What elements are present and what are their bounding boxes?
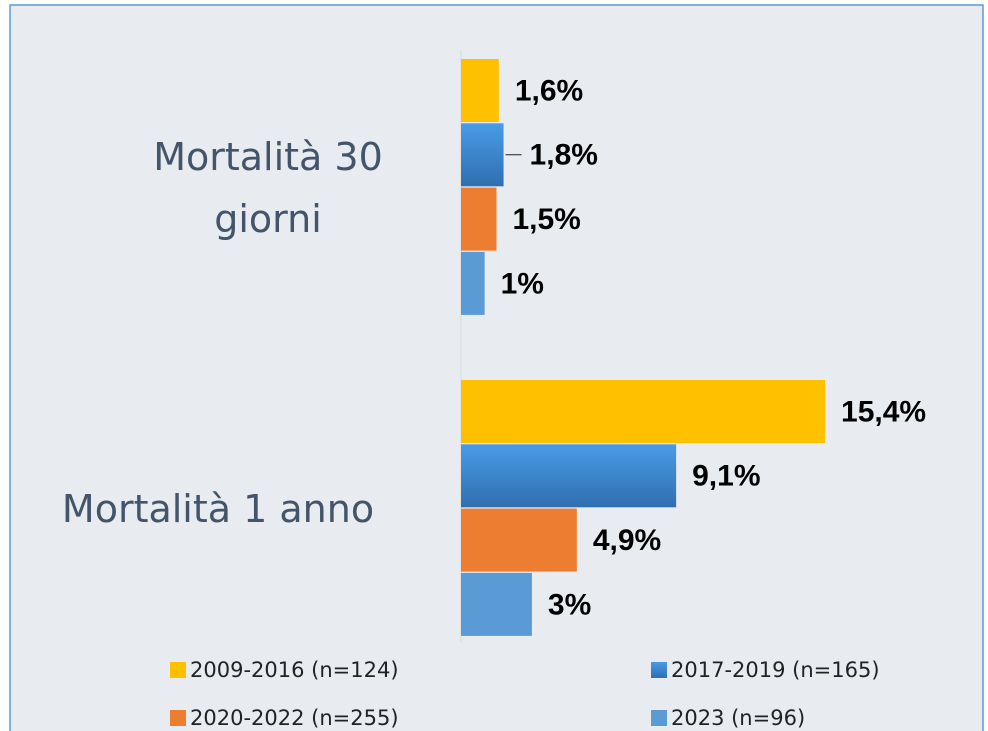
category-label: Mortalità 1 anno [61,486,375,531]
bar [461,444,677,508]
value-label: 4,9% [593,524,661,557]
bar [461,572,532,636]
value-label: 9,1% [692,460,760,493]
legend-swatch [170,710,186,726]
bar [461,59,499,122]
legend-label: 2017-2019 (n=165) [671,658,880,682]
legend-label: 2023 (n=96) [671,706,805,730]
value-label: 1% [501,267,544,300]
value-label: 1,5% [512,203,580,236]
legend-label: 2009-2016 (n=124) [190,658,399,682]
legend-label: 2020-2022 (n=255) [190,706,399,730]
bar [461,187,497,251]
value-label: 3% [548,588,591,621]
bar [461,380,826,443]
value-label: 1,8% [530,139,598,172]
legend-swatch [651,710,667,726]
legend-swatch [170,662,186,678]
category-label: Mortalità 30 giorni [153,134,383,241]
bar [461,508,577,572]
value-label: 1,6% [515,74,583,107]
bar [461,251,485,315]
legend-swatch [651,662,667,678]
value-label: 15,4% [841,395,926,428]
bar [461,123,504,187]
